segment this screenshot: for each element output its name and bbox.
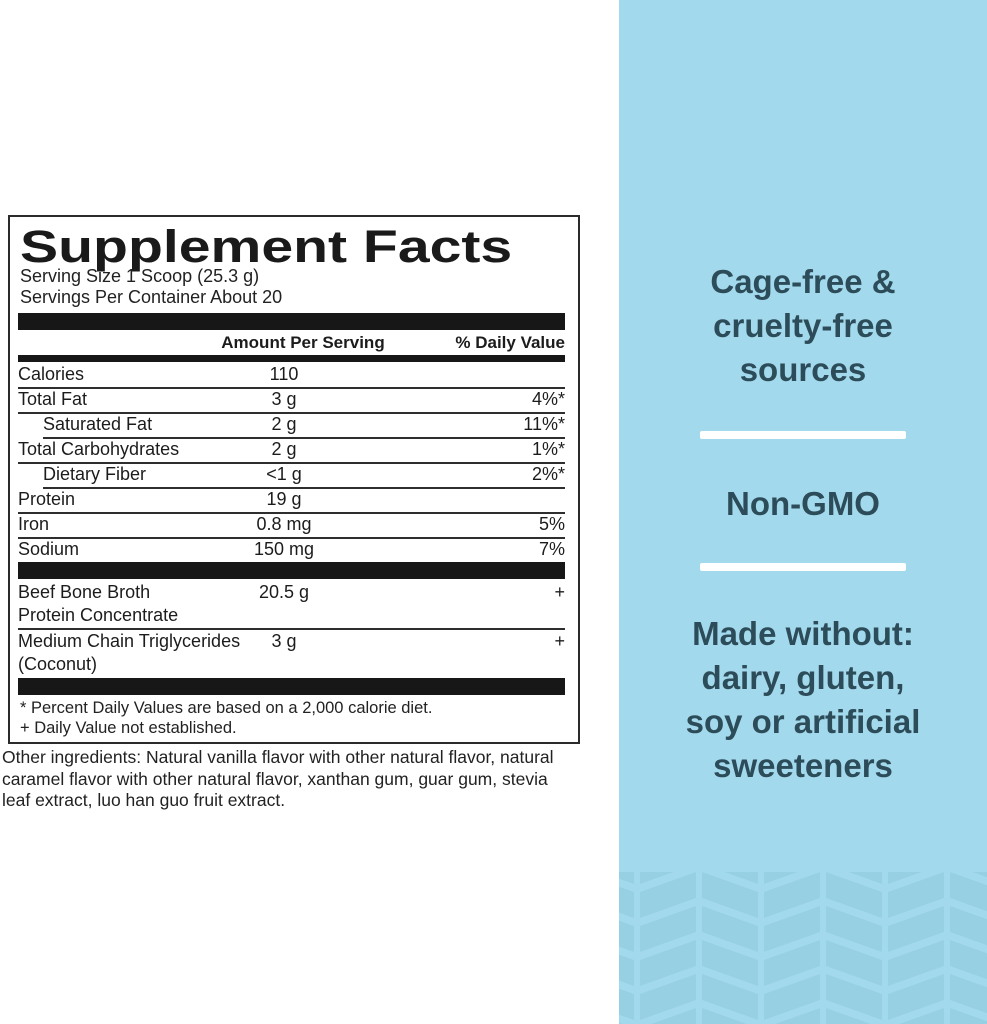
table-row: Beef Bone Broth Protein Concentrate 20.5 g… <box>18 579 565 628</box>
table-row: Sodium 150 mg 7% <box>18 537 565 562</box>
nutrient-amount: 19 g <box>266 489 302 509</box>
claims-side-panel: Cage-free & cruelty-free sources Non-GMO… <box>619 0 987 1024</box>
ingredient-name-line1: Beef Bone Broth <box>18 582 151 602</box>
nutrient-name: Calories <box>18 364 85 384</box>
nutrient-rows: Calories 110 Total Fat 3 g 4%* Saturated Fat 2… <box>18 362 565 562</box>
nutrient-name: Protein <box>18 489 76 509</box>
footnotes: * Percent Daily Values are based on a 2,… <box>18 695 565 738</box>
column-header-row: Amount Per Serving % Daily Value <box>18 330 565 355</box>
nutrient-amount: 2 g <box>271 439 297 459</box>
nutrient-amount: 0.8 mg <box>256 514 312 534</box>
nutrient-daily-value: 5% <box>538 514 565 534</box>
nutrient-daily-value: 1%* <box>531 439 565 459</box>
table-row: Dietary Fiber <1 g 2%* <box>18 462 565 487</box>
serving-size: Serving Size 1 Scoop (25.3 g) <box>20 266 260 286</box>
nutrient-name: Sodium <box>18 539 80 559</box>
nutrient-amount: <1 g <box>266 464 302 484</box>
claim-non-gmo: Non-GMO <box>726 485 880 522</box>
table-row: Total Fat 3 g 4%* <box>18 387 565 412</box>
table-row: Saturated Fat 2 g 11%* <box>18 412 565 437</box>
ingredient-name-line2: Protein Concentrate <box>18 605 179 625</box>
nutrient-daily-value: 7% <box>538 539 565 559</box>
table-row: Protein 19 g <box>18 487 565 512</box>
nutrient-amount: 3 g <box>271 389 297 409</box>
chevron-pattern <box>619 872 987 1024</box>
table-row: Iron 0.8 mg 5% <box>18 512 565 537</box>
nutrient-amount: 110 <box>269 364 299 384</box>
claim-divider-2 <box>700 563 906 571</box>
table-row: Total Carbohydrates 2 g 1%* <box>18 437 565 462</box>
supplement-facts-panel: Supplement Facts Serving Size 1 Scoop (2… <box>8 215 580 744</box>
nutrient-name: Dietary Fiber <box>43 464 147 484</box>
other-ingredients: Other ingredients: Natural vanilla flavo… <box>2 747 554 810</box>
servings-per-container: Servings Per Container About 20 <box>20 287 283 307</box>
ingredient-amount: 20.5 g <box>258 582 310 602</box>
nutrient-daily-value: 2%* <box>531 464 565 484</box>
nutrient-daily-value: 11%* <box>523 414 565 434</box>
ingredient-name-line1: Medium Chain Triglycerides <box>18 631 241 651</box>
nutrient-name: Saturated Fat <box>43 414 153 434</box>
divider-bar-middle <box>18 562 565 579</box>
nutrient-name: Iron <box>18 514 50 534</box>
claim-cage-free: Cage-free & cruelty-free sources <box>710 263 896 388</box>
amount-column-header: Amount Per Serving <box>221 333 385 352</box>
claim-divider-1 <box>700 431 906 439</box>
ingredient-amount: 3 g <box>271 631 297 651</box>
nutrient-name: Total Carbohydrates <box>18 439 180 459</box>
divider-bar-header <box>18 355 565 362</box>
supplement-rows: Beef Bone Broth Protein Concentrate 20.5 g… <box>18 579 565 678</box>
nutrient-daily-value: 4%* <box>531 389 565 409</box>
claim-made-without: Made without: dairy, gluten, soy or arti… <box>685 615 921 784</box>
nutrient-name: Total Fat <box>18 389 88 409</box>
footnote-daily-values: * Percent Daily Values are based on a 2,… <box>20 699 433 717</box>
supplement-facts-title-text: Supplement Facts <box>20 221 513 272</box>
divider-bar-bottom <box>18 678 565 695</box>
nutrient-amount: 2 g <box>271 414 297 434</box>
nutrient-amount: 150 mg <box>253 539 315 559</box>
ingredient-daily-value: + <box>554 582 565 602</box>
footnote-not-established: + Daily Value not established. <box>20 718 237 737</box>
ingredient-name-line2: (Coconut) <box>18 654 98 674</box>
divider-bar-top <box>18 313 565 330</box>
ingredient-daily-value: + <box>554 631 565 651</box>
daily-value-column-header: % Daily Value <box>455 333 565 352</box>
table-row: Calories 110 <box>18 362 565 387</box>
supplement-facts-title: Supplement Facts <box>18 217 565 272</box>
table-row: Medium Chain Triglycerides (Coconut) 3 g + <box>18 628 565 678</box>
